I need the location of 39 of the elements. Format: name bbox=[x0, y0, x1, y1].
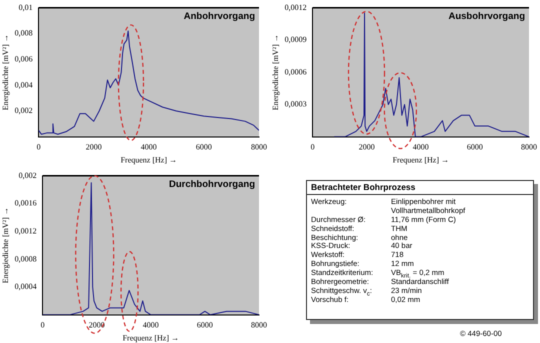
x-axis-title: Frequenz [Hz] → bbox=[122, 333, 180, 342]
x-tick-label: 0 bbox=[36, 142, 41, 152]
y-tick-label: 0,0008 bbox=[14, 254, 37, 264]
x-tick-label: 4000 bbox=[142, 320, 159, 330]
y-tick-label: 0,008 bbox=[14, 28, 33, 38]
x-tick-label: 8000 bbox=[251, 320, 267, 330]
y-tick-label: 0,002 bbox=[18, 170, 37, 180]
y-axis-title: Energiedichte [mV²] → bbox=[0, 34, 10, 110]
x-tick-label: 6000 bbox=[466, 142, 483, 152]
y-tick-label: 0,0003 bbox=[284, 100, 307, 109]
x-tick-label: 8000 bbox=[251, 142, 267, 152]
y-tick-label: 0,0009 bbox=[284, 35, 307, 44]
x-tick-label: 4000 bbox=[412, 142, 429, 152]
y-tick-label: 0,0016 bbox=[14, 198, 37, 208]
chart-title: Durchbohrvorgang bbox=[168, 179, 256, 190]
y-tick-label: 0,002 bbox=[14, 106, 33, 116]
x-tick-label: 0 bbox=[310, 142, 315, 152]
y-tick-label: 0,0004 bbox=[14, 282, 37, 292]
chart-title: Ausbohrvorgang bbox=[448, 11, 526, 22]
y-tick-label: 0,01 bbox=[18, 2, 33, 12]
y-tick-label: 0,006 bbox=[14, 54, 33, 64]
x-tick-label: 8000 bbox=[521, 142, 537, 152]
y-tick-label: 0,004 bbox=[14, 80, 33, 90]
x-axis-title: Frequenz [Hz] → bbox=[392, 155, 450, 164]
y-axis-title: Energiedichte [mV²] → bbox=[270, 34, 280, 110]
y-axis-title: Energiedichte [mV²] → bbox=[0, 207, 10, 284]
y-tick-label: 0,0012 bbox=[284, 2, 307, 12]
x-tick-label: 0 bbox=[40, 320, 45, 330]
x-axis-title: Frequenz [Hz] → bbox=[120, 155, 178, 164]
x-tick-label: 4000 bbox=[140, 142, 157, 152]
x-tick-label: 2000 bbox=[358, 142, 375, 152]
x-tick-label: 2000 bbox=[86, 142, 102, 152]
x-tick-label: 2000 bbox=[88, 320, 105, 330]
y-tick-label: 0,0012 bbox=[14, 226, 37, 236]
text: Betrachteter Bohrprozess bbox=[307, 181, 533, 195]
y-tick-label: 0,0006 bbox=[284, 67, 307, 76]
x-tick-label: 6000 bbox=[196, 142, 212, 152]
chart-title: Anbohrvorgang bbox=[184, 11, 256, 22]
x-tick-label: 6000 bbox=[196, 320, 213, 330]
